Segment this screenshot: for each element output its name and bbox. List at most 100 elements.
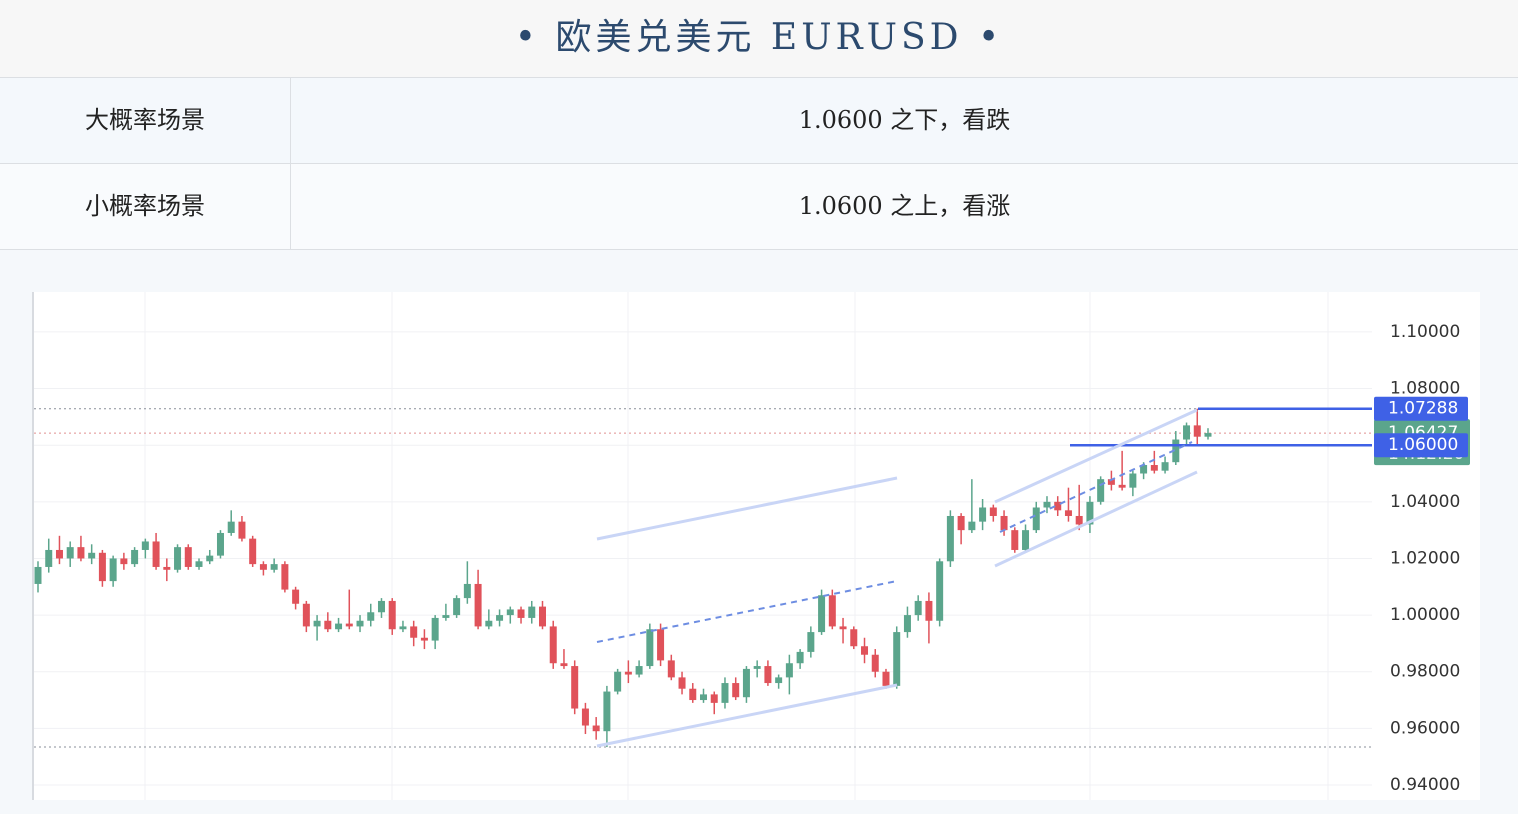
candle-body bbox=[98, 552, 106, 582]
candle-body bbox=[979, 507, 987, 522]
candle-body bbox=[742, 668, 750, 698]
candle-body bbox=[968, 521, 976, 531]
candle-body bbox=[1150, 465, 1158, 471]
candle-body bbox=[614, 671, 622, 692]
candle-body bbox=[528, 606, 536, 618]
candle-body bbox=[732, 683, 740, 698]
candle-body bbox=[399, 626, 407, 630]
table-cell: 小概率场景 bbox=[0, 164, 291, 249]
candle-body bbox=[850, 629, 858, 647]
candle-body bbox=[1129, 473, 1137, 488]
trend-lines bbox=[596, 408, 1198, 748]
candle-body bbox=[109, 558, 117, 582]
candle-body bbox=[721, 683, 729, 703]
candle-body bbox=[281, 564, 289, 590]
candle-body bbox=[796, 651, 804, 664]
candle-body bbox=[1064, 510, 1072, 516]
candle-body bbox=[764, 666, 772, 684]
candle-body bbox=[174, 547, 182, 570]
candle-body bbox=[667, 660, 675, 678]
candle-body bbox=[1043, 501, 1051, 508]
candle-body bbox=[453, 598, 461, 616]
candle-body bbox=[66, 547, 74, 559]
candle-body bbox=[345, 623, 353, 627]
candle-body bbox=[925, 600, 933, 621]
table-cell: 1.0600 之下，看跌 bbox=[798, 106, 1011, 134]
candle-body bbox=[55, 549, 63, 559]
candle-body bbox=[1118, 484, 1126, 488]
candle-body bbox=[410, 626, 418, 638]
candle-body bbox=[206, 555, 214, 562]
price-tag-label: 1.06000 bbox=[1388, 435, 1458, 455]
candle-body bbox=[34, 566, 42, 584]
candle-body bbox=[1183, 425, 1191, 440]
candle-body bbox=[893, 632, 901, 686]
candle-body bbox=[1000, 515, 1008, 531]
page-title: • 欧美兑美元 EURUSD • bbox=[0, 0, 1518, 78]
candle-body bbox=[259, 564, 267, 570]
candle-body bbox=[1161, 462, 1169, 471]
candle-body bbox=[163, 566, 171, 570]
candle-body bbox=[871, 654, 879, 672]
candle-body bbox=[292, 589, 300, 604]
candle-body bbox=[592, 725, 600, 732]
price-tag bbox=[1374, 433, 1468, 458]
time-grid bbox=[144, 292, 1329, 800]
y-tick-label: 1.00000 bbox=[1390, 605, 1460, 625]
candle-body bbox=[1193, 425, 1201, 437]
candle-body bbox=[710, 694, 718, 703]
candle-body bbox=[882, 671, 890, 686]
y-tick-label: 1.04000 bbox=[1390, 492, 1460, 512]
candle-body bbox=[624, 671, 632, 675]
candle-body bbox=[1075, 515, 1083, 525]
candle-body bbox=[936, 561, 944, 621]
y-tick-label: 1.10000 bbox=[1390, 322, 1460, 342]
candle-body bbox=[324, 620, 332, 630]
candle-body bbox=[1204, 433, 1212, 437]
price-tag-label: 1.07288 bbox=[1388, 399, 1458, 419]
candle-body bbox=[657, 629, 665, 661]
candle-body bbox=[120, 558, 128, 565]
candle-body bbox=[388, 600, 396, 630]
candle-body bbox=[839, 626, 847, 630]
candle-body bbox=[1054, 501, 1062, 511]
candle-body bbox=[807, 632, 815, 652]
candle-body bbox=[152, 541, 160, 567]
candle-body bbox=[313, 620, 321, 627]
candlestick-chart: 0.94000 0.96000 0.98000 1.00000 1.02000 1.040… bbox=[32, 292, 1480, 800]
candle-body bbox=[538, 606, 546, 627]
candle-body bbox=[646, 629, 654, 667]
table-cell: 大概率场景 bbox=[0, 78, 291, 163]
candle-body bbox=[216, 532, 224, 556]
price-tag bbox=[1374, 396, 1468, 421]
candle-body bbox=[238, 521, 246, 539]
y-tick-label: 0.94000 bbox=[1390, 775, 1460, 795]
candle-body bbox=[184, 547, 192, 567]
candle-body bbox=[903, 615, 911, 633]
candle-body bbox=[485, 620, 493, 627]
candle-body bbox=[141, 541, 149, 550]
table-row: 大概率场景 1.0600 之下，看跌 bbox=[0, 78, 1518, 164]
candle-body bbox=[463, 583, 471, 599]
candle-body bbox=[635, 666, 643, 675]
candle-body bbox=[442, 615, 450, 618]
y-tick-label: 0.98000 bbox=[1390, 662, 1460, 682]
y-tick-label: 0.96000 bbox=[1390, 718, 1460, 738]
candle-body bbox=[603, 691, 611, 732]
candle-body bbox=[581, 708, 589, 726]
y-tick-label: 1.08000 bbox=[1390, 379, 1460, 399]
candle-body bbox=[474, 583, 482, 627]
candle-body bbox=[989, 507, 997, 516]
candle-body bbox=[377, 600, 385, 613]
candle-body bbox=[302, 603, 310, 627]
candle-body bbox=[517, 609, 525, 618]
candle-body bbox=[753, 666, 761, 669]
candle-body bbox=[861, 646, 869, 655]
candle-body bbox=[571, 666, 579, 709]
candle-body bbox=[249, 538, 257, 565]
table-row: 小概率场景 1.0600 之上，看涨 bbox=[0, 164, 1518, 250]
candle-body bbox=[496, 615, 504, 621]
y-tick-label: 1.02000 bbox=[1390, 548, 1460, 568]
candle-body bbox=[1107, 479, 1115, 485]
candle-body bbox=[367, 612, 375, 621]
